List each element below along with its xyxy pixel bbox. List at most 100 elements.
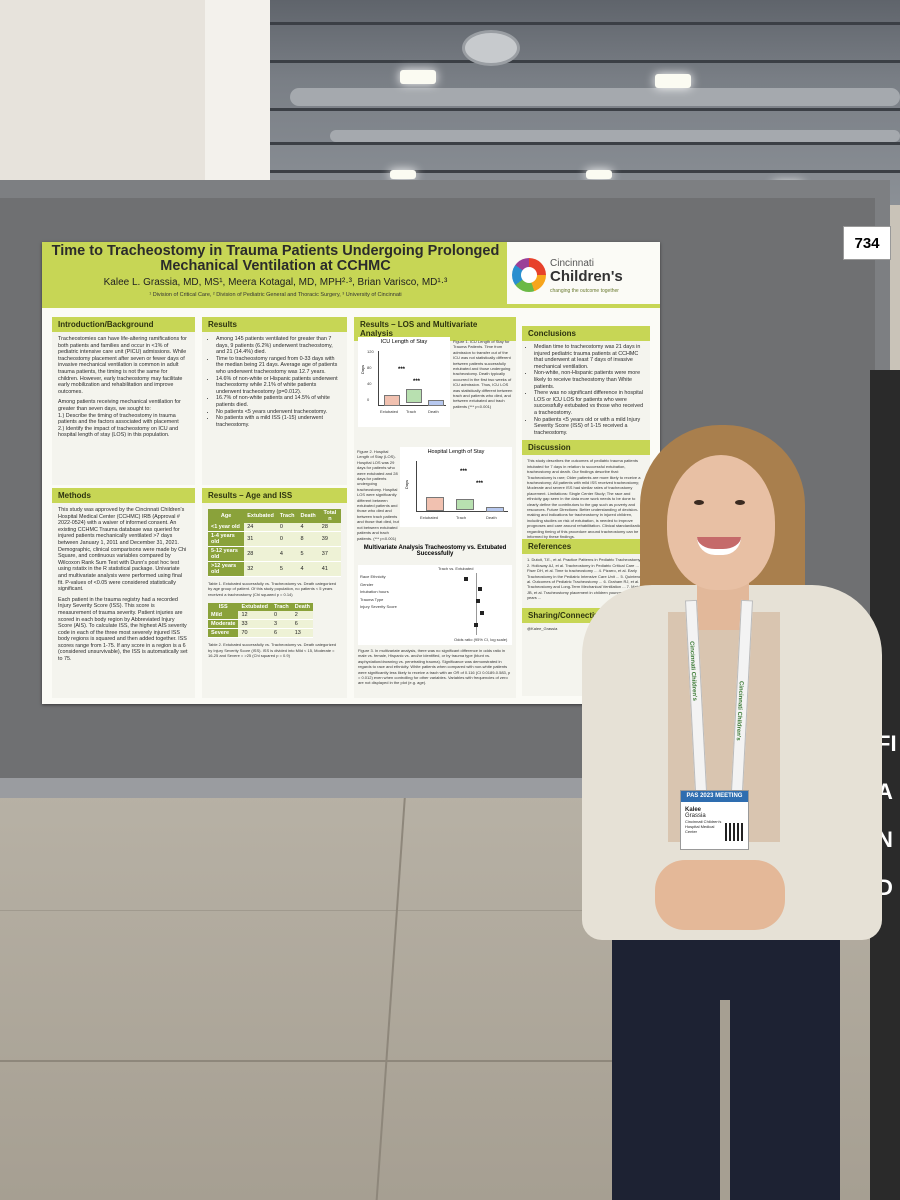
poster-title: Time to Tracheostomy in Trauma Patients … [51,243,500,274]
forest-point [464,577,468,581]
x-label: Extubated [420,515,439,520]
y-tick: 120 [367,349,374,354]
ceiling-truss [270,170,900,173]
los-panel: Results – LOS and Multivariate Analysis … [354,317,516,698]
presenter-face [667,455,775,590]
logo-tagline: changing the outcome together [550,288,619,294]
presenter-hands [655,860,785,930]
box-extubated [426,497,444,511]
age-table: Age Extubated Trach Death Total n <1 yea… [208,509,341,577]
results-bullet: 16.7% of non-white patients and 14.5% of… [216,395,341,408]
ceiling-truss [270,22,900,25]
ceiling-duct [330,130,900,142]
y-tick: 80 [367,365,372,370]
discussion-heading: Discussion [522,440,650,456]
forest-row-label: Injury Severity Score [360,604,397,609]
forest-row-label: Intubation hours [360,589,389,594]
lanyard-text: Cincinnati Children's [688,641,698,702]
results-bullet: No patients <5 years underwent tracheost… [216,409,341,416]
forest-row-label: Gender [360,581,374,587]
conclusion-bullet: No patients <5 years old or with a mild … [534,417,646,437]
table2-caption: Table 2. Extubated successfully vs. Trac… [208,642,337,659]
ceiling-vent [462,30,520,66]
floor-seam [0,1060,620,1062]
results-list: Among 145 patients ventilated for greate… [202,332,347,428]
forest-point [476,599,480,603]
intro-panel: Introduction/Background Tracheostomies c… [52,317,195,485]
forest-point [480,611,484,615]
chart-title: Hospital Length of Stay [427,449,485,455]
intro-heading: Introduction/Background [52,317,195,332]
conclusion-bullet: There was no significant difference in h… [534,390,646,416]
ceiling-duct [290,88,900,106]
intro-aims-lead: Among patients receiving mechanical vent… [58,399,181,412]
table-row: >12 years old 32 5 4 41 [208,561,341,577]
methods-paragraph-2: Each patient in the trauma registry had … [58,596,188,663]
presenter-eye [694,500,704,505]
ceiling-truss [270,60,900,63]
age-iss-heading: Results – Age and ISS [202,488,347,503]
x-label: Trach [456,515,467,520]
significance-marker: *** [460,469,468,475]
table-row: Moderate 33 3 6 [208,619,314,630]
floor-seam [0,910,600,911]
chart-title: ICU Length of Stay [380,339,428,345]
box-trach [456,499,474,510]
iss-table: ISS Extubated Trach Death Mild 12 0 2 Moder… [208,603,314,639]
results-panel: Results Among 145 patients ventilated fo… [202,317,347,485]
box-death [428,400,444,406]
badge-organization: Cincinnati Children's Hospital Medical C… [685,819,722,834]
poster-header [42,242,507,304]
forest-plot: Trach vs. Extubated Race Ethnicity Gende… [358,565,512,645]
forest-xaxis-label: Odds ratio (95% CI, log scale) [454,637,508,642]
badge-qr-code [725,823,743,841]
header-rule [42,304,660,308]
name-badge: PAS 2023 MEETING Kalee Grassia Cincinnat… [680,790,749,850]
hall-pillar [205,0,270,190]
ceiling-light [655,74,691,88]
x-label: Death [486,515,497,520]
lanyard-text: Cincinnati Children's [734,680,744,741]
intro-aim-1: 1.) Describe the timing of tracheostomy … [58,412,179,426]
ceiling-light [400,70,436,84]
chart-ylabel: Days [360,364,366,375]
box-death [486,507,504,512]
research-poster: Time to Tracheostomy in Trauma Patients … [42,242,660,704]
x-label: Death [428,409,439,414]
ceiling-truss [270,108,900,111]
results-bullet: Among 145 patients ventilated for greate… [216,336,341,356]
results-bullet: No patients with a mild ISS (1-15) under… [216,415,341,428]
badge-first-name: Kalee [685,807,702,813]
chart-ylabel: Days [404,479,410,490]
significance-marker: *** [413,379,421,385]
forest-row-label: Trauma Type [360,596,384,602]
forest-plot-title: Multivariate Analysis Tracheostomy vs. E… [363,545,507,557]
forest-point [478,587,482,591]
significance-marker: *** [398,367,406,373]
poster-authors: Kalee L. Grassia, MD, MS¹, Meera Kotagal… [103,277,448,288]
x-label: Trach [406,409,417,414]
table-row: Mild 12 0 2 [208,611,314,621]
references-text: 1. Dutoit, T.E., et al. Practice Pattern… [527,557,645,601]
conclusions-list: Median time to tracheostomy was 21 days … [522,341,650,436]
box-trach [406,389,422,403]
presenter-smile [697,537,741,555]
conclusions-heading: Conclusions [522,326,650,341]
forest-header: Trach vs. Extubated [438,566,474,571]
conclusion-bullet: Median time to tracheostomy was 21 days … [534,344,646,370]
forest-row-label: Race Ethnicity [360,574,386,579]
intro-paragraph: Tracheostomies can have life-altering ra… [58,336,187,395]
box-extubated [384,395,400,406]
significance-marker: *** [476,481,484,487]
ceiling-light [586,170,612,179]
presenter-eye [735,500,745,505]
ceiling-truss [270,142,900,145]
y-tick: 40 [367,381,372,386]
intro-aim-2: 2.) Identify the impact of tracheostomy … [58,425,179,439]
results-heading: Results [202,317,347,332]
logo-text-line2: Children's [550,268,623,285]
methods-paragraph-1: This study was approved by the Cincinnat… [58,507,187,593]
badge-last-name: Grassia [685,813,706,819]
cincinnati-childrens-logo: Cincinnati Children's changing the outco… [512,254,652,298]
poster-affiliations: ¹ Division of Critical Care, ² Division … [149,292,402,298]
